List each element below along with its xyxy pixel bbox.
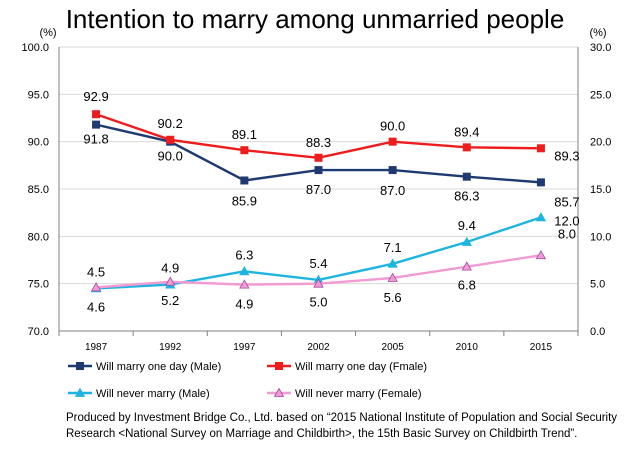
x-tick-label: 2015 (530, 342, 553, 353)
legend-marker (273, 387, 285, 397)
data-label: 8.0 (558, 226, 576, 241)
data-label: 5.6 (384, 290, 402, 305)
y-left-tick-label: 70.0 (28, 326, 49, 338)
y-left-tick-label: 95.0 (28, 89, 49, 101)
legend: Will marry one day (Male) Will marry one … (68, 361, 427, 400)
y-right-tick-label: 15.0 (590, 184, 611, 196)
y-left-unit: (%) (39, 27, 56, 39)
data-point (461, 261, 472, 271)
data-label: 9.4 (458, 218, 476, 233)
data-label: 90.0 (380, 119, 405, 134)
data-label: 92.9 (83, 89, 108, 104)
data-label: 7.1 (384, 240, 402, 255)
data-point (92, 110, 101, 119)
x-tick-label: 2010 (456, 342, 479, 353)
data-label: 86.3 (454, 189, 479, 204)
data-point (535, 249, 547, 260)
y-right-tick-label: 0.0 (590, 326, 605, 338)
data-point (92, 120, 101, 129)
legend-marker (76, 362, 84, 370)
source-note: Produced by Investment Bridge Co., Ltd. … (66, 412, 618, 440)
data-point (461, 236, 472, 246)
data-label: 12.0 (554, 213, 579, 228)
data-label: 88.3 (306, 135, 331, 150)
y-right-tick-label: 20.0 (590, 137, 611, 149)
legend-label: Will never marry (Female) (295, 388, 422, 400)
x-tick-label: 1987 (85, 342, 108, 353)
data-point (536, 144, 545, 153)
data-label: 5.0 (309, 295, 327, 310)
data-point (462, 143, 471, 152)
data-point (314, 153, 323, 162)
legend-label: Will marry one day (Male) (96, 361, 221, 373)
data-point (240, 146, 249, 155)
data-point (90, 282, 102, 292)
x-tick-label: 2002 (307, 342, 330, 353)
data-point (387, 272, 398, 282)
data-label: 85.9 (232, 193, 257, 208)
data-point (462, 172, 471, 181)
legend-marker (275, 362, 283, 370)
series-lines (90, 110, 547, 293)
y-left-tick-label: 75.0 (28, 279, 49, 291)
y-left-tick-label: 100.0 (21, 42, 49, 54)
data-point (388, 137, 397, 146)
y-right-tick-label: 25.0 (590, 89, 611, 101)
data-label: 89.4 (454, 124, 479, 139)
y-right-tick-label: 5.0 (590, 279, 605, 291)
y-left-tick-label: 80.0 (28, 231, 49, 243)
legend-label: Will marry one day (Fmale) (295, 361, 427, 373)
grid-lines (59, 46, 578, 285)
data-point (240, 176, 249, 185)
data-labels: 91.8 90.0 85.9 87.0 87.0 86.3 85.7 92.9 90.2 89.1… (83, 89, 579, 314)
data-point (387, 258, 398, 268)
y-right-tick-label: 10.0 (590, 231, 611, 243)
data-label: 5.4 (309, 256, 327, 271)
data-point (536, 178, 545, 187)
data-label: 6.3 (235, 247, 253, 262)
data-point (239, 279, 250, 289)
data-point (165, 276, 176, 286)
data-point (535, 212, 547, 222)
y-right-unit: (%) (589, 27, 606, 39)
data-point (388, 166, 397, 175)
data-point (166, 135, 175, 144)
data-label: 91.8 (83, 132, 108, 147)
data-label: 89.3 (554, 148, 579, 163)
data-point (313, 278, 324, 288)
data-point (239, 266, 250, 276)
y-right-tick-label: 30.0 (590, 42, 611, 54)
axes: 70.0 75.0 80.0 85.0 90.0 95.0 100.0 0.0 5.0 10.0 1… (21, 27, 611, 353)
data-label: 87.0 (380, 183, 405, 198)
data-label: 6.8 (458, 278, 476, 293)
line-chart: 70.0 75.0 80.0 85.0 90.0 95.0 100.0 0.0 5.0 10.0 1… (21, 27, 611, 400)
chart-title: Intention to marry among unmarried peopl… (65, 4, 565, 34)
y-left-tick-label: 90.0 (28, 137, 49, 149)
data-label: 5.2 (161, 293, 179, 308)
data-label: 90.2 (158, 116, 183, 131)
data-label: 4.9 (161, 261, 179, 276)
data-label: 4.5 (87, 264, 105, 279)
data-label: 90.0 (158, 149, 183, 164)
data-label: 87.0 (306, 182, 331, 197)
x-tick-label: 2005 (382, 342, 405, 353)
x-tick-label: 1992 (159, 342, 182, 353)
data-point (314, 166, 323, 175)
data-label: 85.7 (554, 194, 579, 209)
x-tick-label: 1997 (233, 342, 256, 353)
data-label: 4.9 (235, 297, 253, 312)
legend-label: Will never marry (Male) (96, 388, 210, 400)
data-label: 4.6 (87, 299, 105, 314)
data-label: 89.1 (232, 127, 257, 142)
legend-marker (74, 387, 86, 397)
y-left-tick-label: 85.0 (28, 184, 49, 196)
